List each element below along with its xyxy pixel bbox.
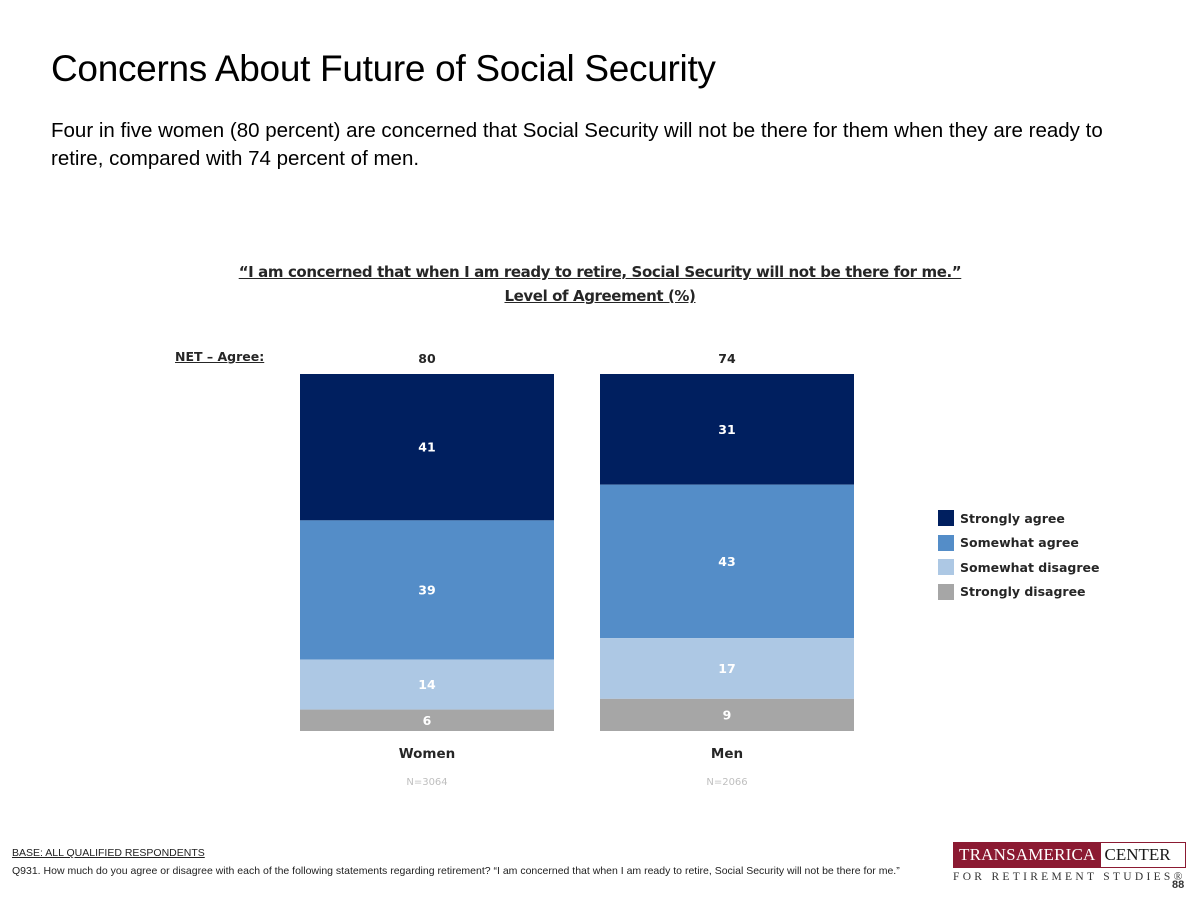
bar-segment-women-strongly-disagree <box>300 709 554 731</box>
transamerica-logo: TRANSAMERICA CENTER FOR RETIREMENT STUDI… <box>953 842 1186 883</box>
sample-size-women: N=3064 <box>406 777 447 788</box>
chart-legend: Strongly agree Somewhat agree Somewhat dis… <box>938 506 1099 604</box>
legend-label-strongly-disagree: Strongly disagree <box>960 584 1086 600</box>
logo-part1: TRANSAMERICA <box>954 843 1101 867</box>
legend-swatch-strongly-agree <box>938 510 954 527</box>
data-label-women-somewhat-agree: 39 <box>418 582 435 597</box>
data-label-men-strongly-agree: 31 <box>718 422 735 437</box>
legend-label-somewhat-agree: Somewhat agree <box>960 535 1079 551</box>
legend-item-strongly-agree: Strongly agree <box>938 506 1099 531</box>
bars-layer: 41 39 14 6 80 Women N=3064 31 43 17 9 74 Men N=2066 <box>300 351 854 788</box>
sample-size-men: N=2066 <box>706 777 747 788</box>
footer-base: BASE: ALL QUALIFIED RESPONDENTS <box>12 847 205 859</box>
legend-item-somewhat-agree: Somewhat agree <box>938 531 1099 556</box>
bar-segment-men-strongly-agree <box>600 374 854 485</box>
net-value-men: 74 <box>718 351 736 366</box>
logo-part2: CENTER <box>1100 843 1175 867</box>
chart-title-block: “I am concerned that when I am ready to … <box>0 260 1200 308</box>
logo-wordmark: TRANSAMERICA CENTER <box>953 842 1186 868</box>
logo-tagline: FOR RETIREMENT STUDIES® <box>953 871 1186 883</box>
legend-swatch-somewhat-disagree <box>938 559 954 576</box>
legend-label-strongly-agree: Strongly agree <box>960 510 1065 526</box>
page-number: 88 <box>1172 879 1185 891</box>
bar-segment-men-somewhat-disagree <box>600 638 854 699</box>
data-label-men-somewhat-disagree: 17 <box>718 661 735 676</box>
bar-segment-women-somewhat-agree <box>300 520 554 660</box>
slide-subtitle: Four in five women (80 percent) are conc… <box>51 119 1103 170</box>
bar-segment-men-somewhat-agree <box>600 484 854 639</box>
bar-segment-men-strongly-disagree <box>600 698 854 731</box>
chart-title: “I am concerned that when I am ready to … <box>238 263 962 281</box>
net-value-women: 80 <box>418 351 436 366</box>
net-agree-label: NET – Agree: <box>175 349 265 364</box>
data-label-women-somewhat-disagree: 14 <box>418 677 436 692</box>
chart-subtitle: Level of Agreement (%) <box>504 287 696 305</box>
legend-item-somewhat-disagree: Somewhat disagree <box>938 555 1099 580</box>
legend-swatch-somewhat-agree <box>938 534 954 551</box>
legend-swatch-strongly-disagree <box>938 583 954 600</box>
footer-question: Q931. How much do you agree or disagree … <box>12 865 900 877</box>
data-label-women-strongly-disagree: 6 <box>423 713 432 728</box>
legend-label-somewhat-disagree: Somewhat disagree <box>960 559 1100 575</box>
bar-segment-women-strongly-agree <box>300 374 554 521</box>
data-label-men-strongly-disagree: 9 <box>723 707 732 722</box>
bar-segment-women-somewhat-disagree <box>300 659 554 710</box>
category-label-women: Women <box>399 746 456 762</box>
data-label-women-strongly-agree: 41 <box>418 440 435 455</box>
data-label-men-somewhat-agree: 43 <box>718 554 735 569</box>
slide-title: Concerns About Future of Social Security <box>51 48 716 89</box>
category-label-men: Men <box>711 746 743 762</box>
legend-item-strongly-disagree: Strongly disagree <box>938 580 1099 605</box>
